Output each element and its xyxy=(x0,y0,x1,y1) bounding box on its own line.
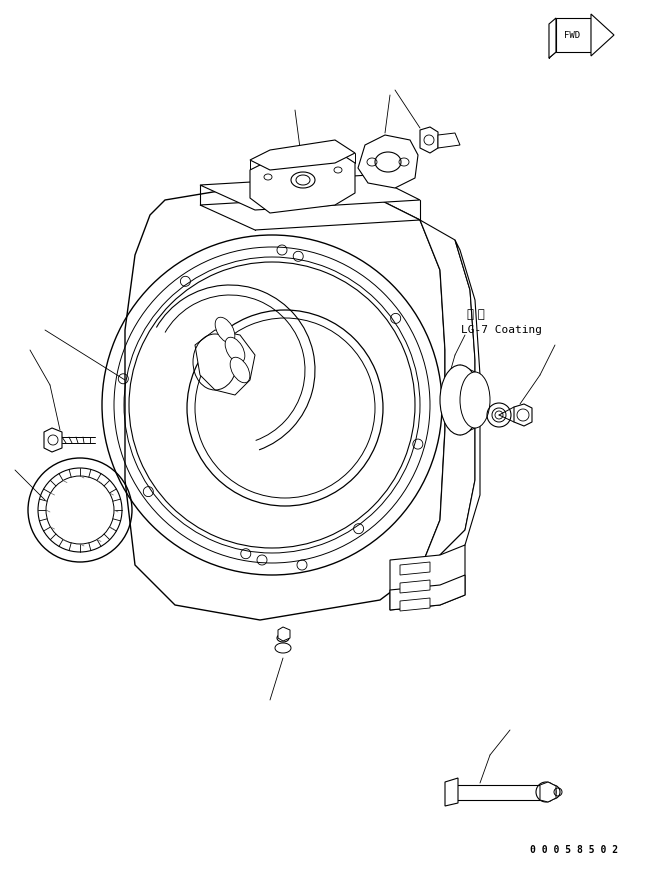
Ellipse shape xyxy=(230,357,250,382)
Ellipse shape xyxy=(215,317,235,342)
Polygon shape xyxy=(278,627,290,641)
Polygon shape xyxy=(556,18,591,52)
Polygon shape xyxy=(591,14,614,56)
Polygon shape xyxy=(440,240,480,570)
Text: LG-7 Coating: LG-7 Coating xyxy=(461,325,542,335)
Polygon shape xyxy=(540,782,556,802)
Polygon shape xyxy=(358,135,418,188)
Polygon shape xyxy=(195,330,255,395)
Polygon shape xyxy=(250,140,355,170)
Polygon shape xyxy=(445,778,458,806)
Polygon shape xyxy=(250,150,355,213)
Polygon shape xyxy=(44,428,62,452)
Ellipse shape xyxy=(440,365,480,435)
Polygon shape xyxy=(420,127,438,153)
Polygon shape xyxy=(438,133,460,148)
Ellipse shape xyxy=(460,372,490,428)
Polygon shape xyxy=(390,575,465,610)
Polygon shape xyxy=(400,562,430,575)
Polygon shape xyxy=(549,18,556,58)
Polygon shape xyxy=(400,580,430,593)
Text: FWD: FWD xyxy=(564,30,580,39)
Polygon shape xyxy=(455,785,540,800)
Polygon shape xyxy=(200,175,420,210)
Ellipse shape xyxy=(225,337,245,362)
Polygon shape xyxy=(200,195,420,230)
Polygon shape xyxy=(400,598,430,611)
Text: 0 0 0 5 8 5 0 2: 0 0 0 5 8 5 0 2 xyxy=(530,845,618,855)
Polygon shape xyxy=(390,545,465,610)
Polygon shape xyxy=(125,185,445,620)
Polygon shape xyxy=(420,220,475,570)
Polygon shape xyxy=(514,404,532,426)
Text: 塗 布: 塗 布 xyxy=(467,308,485,322)
